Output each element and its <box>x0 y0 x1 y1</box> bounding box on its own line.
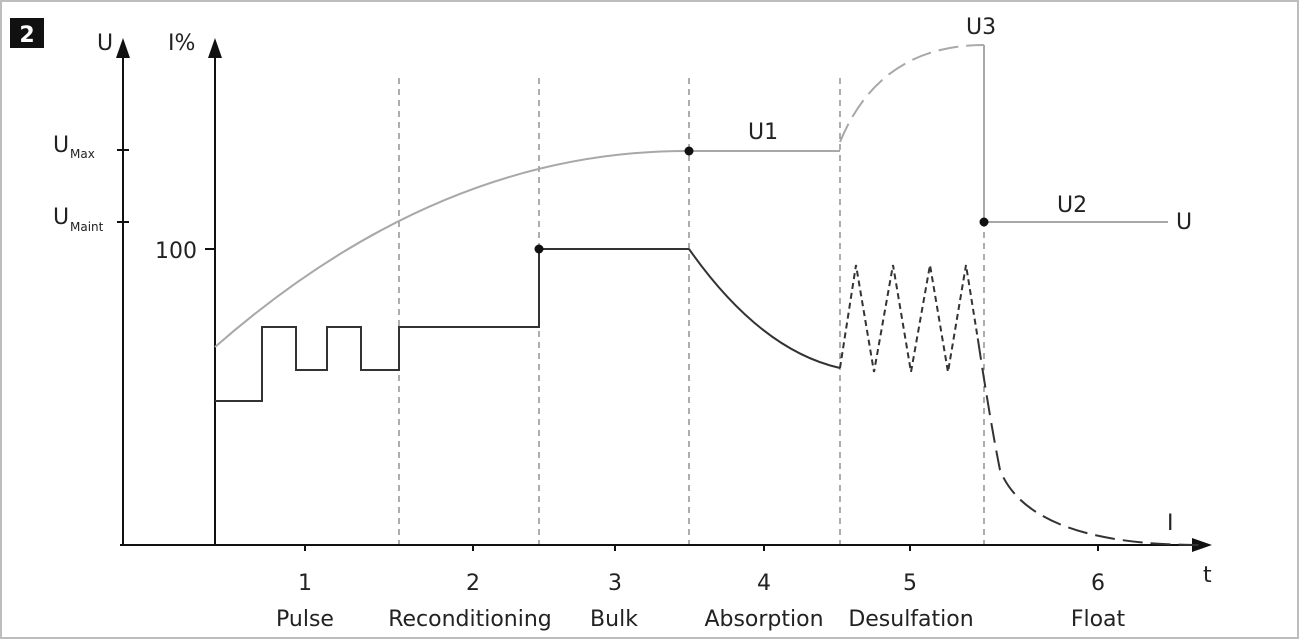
bulk-start-point <box>534 244 544 254</box>
u-axis-label: U <box>97 31 113 56</box>
phase-name-2: Reconditioning <box>388 607 552 632</box>
u1-label: U1 <box>748 120 778 145</box>
current-end-label: I <box>1167 511 1174 536</box>
u2-label: U2 <box>1057 193 1087 218</box>
current-absorption-segment <box>688 248 841 369</box>
time-axis-label: t <box>1203 563 1212 588</box>
svg-text:Max: Max <box>70 147 95 161</box>
u-max-label: U Max <box>53 133 95 161</box>
u2-start-point <box>979 217 989 227</box>
voltage-end-label: U <box>1176 210 1192 235</box>
phase-number-3: 3 <box>608 571 622 596</box>
current-pulse-bulk-segment <box>215 248 689 402</box>
phase-name-5: Desulfation <box>848 607 973 632</box>
voltage-u3-segment <box>839 44 985 143</box>
phase-name-1: Pulse <box>276 607 334 632</box>
current-desulfation-segment <box>839 264 979 373</box>
axis-arrows <box>116 38 1212 552</box>
phase-number-4: 4 <box>757 571 771 596</box>
u1-start-point <box>684 146 694 156</box>
phase-number-5: 5 <box>903 571 917 596</box>
u3-label: U3 <box>966 15 996 40</box>
phase-number-2: 2 <box>466 571 480 596</box>
phase-name-6: Float <box>1071 607 1126 632</box>
phase-labels: 1 Pulse 2 Reconditioning 3 Bulk 4 Absorp… <box>276 571 1126 632</box>
axes <box>117 48 1200 551</box>
phase-name-4: Absorption <box>704 607 823 632</box>
u-axis-arrow-icon <box>116 38 130 58</box>
u-maint-label: U Maint <box>53 205 104 234</box>
figure-number: 2 <box>19 23 34 48</box>
figure-number-badge: 2 <box>10 18 44 48</box>
svg-text:Maint: Maint <box>70 220 104 234</box>
phase-name-3: Bulk <box>590 607 638 632</box>
i-axis-label: I% <box>168 31 195 56</box>
svg-text:U: U <box>53 205 69 230</box>
voltage-rise-segment <box>214 149 690 348</box>
svg-text:U: U <box>53 133 69 158</box>
current-curve <box>215 248 1201 546</box>
i-100-label: 100 <box>155 239 197 264</box>
voltage-curve <box>214 44 1168 348</box>
phase-number-1: 1 <box>298 571 312 596</box>
time-axis-arrow-icon <box>1192 538 1212 552</box>
phase-number-6: 6 <box>1091 571 1105 596</box>
current-float-segment <box>977 339 1201 546</box>
i-axis-arrow-icon <box>208 38 222 58</box>
